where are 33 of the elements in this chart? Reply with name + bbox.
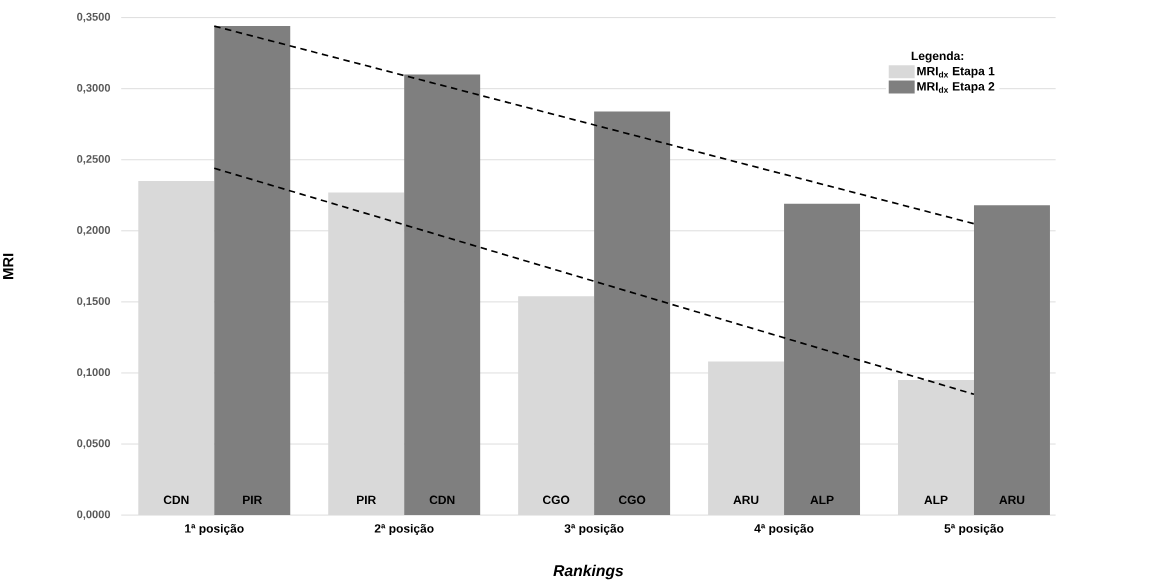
data-label: ALP: [810, 495, 834, 504]
y-tick-label: 0,2000: [77, 225, 111, 236]
data-label: PIR: [357, 495, 376, 504]
data-label: ARU: [999, 495, 1025, 504]
data-label: CDN: [429, 495, 455, 504]
data-label: CGO: [618, 495, 646, 504]
y-axis-title: MRI: [3, 253, 14, 279]
data-label: ARU: [733, 495, 759, 504]
bar: [784, 203, 861, 515]
x-tick-label: 4ª posição: [754, 523, 814, 535]
x-tick-label: 3ª posição: [564, 523, 624, 535]
data-label: PIR: [243, 495, 263, 504]
bar: [214, 25, 291, 515]
x-tick-label: 5ª posição: [944, 523, 1004, 535]
bar: [404, 74, 481, 515]
x-axis-title: Rankings: [553, 564, 624, 580]
data-label: CGO: [542, 495, 570, 504]
y-tick-label: 0,1000: [77, 368, 111, 378]
y-tick-label: 0,1500: [77, 296, 111, 307]
x-tick-label: 2ª posição: [374, 523, 434, 535]
legend-title: Legenda:: [911, 51, 964, 63]
legend-label: MRI$_{dx}$ Etapa 2: [917, 81, 995, 93]
data-label: ALP: [924, 495, 948, 504]
y-tick-label: 0,3500: [77, 12, 111, 23]
bar: [973, 205, 1050, 515]
y-tick-label: 0,0500: [77, 439, 111, 449]
y-tick-label: 0,0000: [77, 510, 111, 520]
legend-label: MRI$_{dx}$ Etapa 1: [917, 66, 995, 78]
y-tick-label: 0,2500: [77, 154, 111, 165]
bar: [594, 111, 671, 515]
x-tick-label: 1ª posição: [185, 523, 244, 535]
y-tick-label: 0,3000: [77, 83, 111, 94]
data-label: CDN: [163, 495, 189, 504]
